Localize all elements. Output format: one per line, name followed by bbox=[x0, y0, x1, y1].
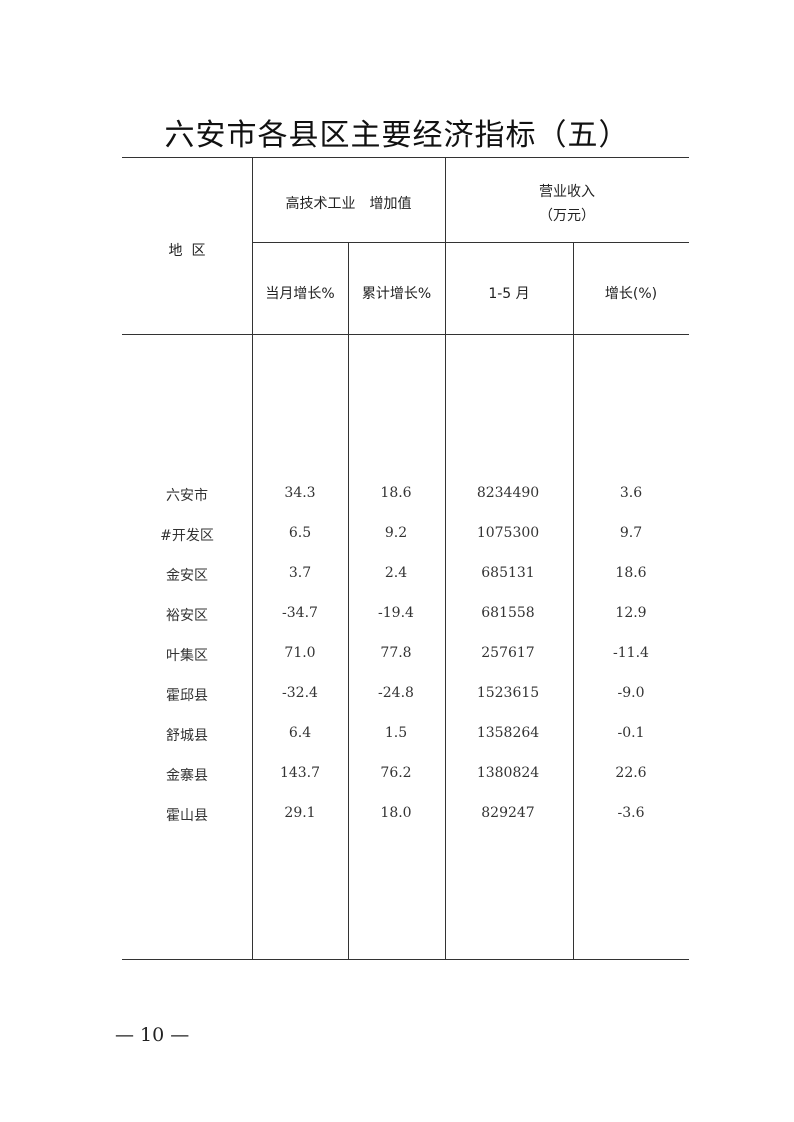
column-divider bbox=[252, 157, 253, 959]
header-monthly-growth: 当月增长% bbox=[265, 286, 335, 302]
cell-growth: -11.4 bbox=[613, 645, 649, 661]
cell-revenue: 681558 bbox=[481, 605, 535, 621]
column-divider bbox=[445, 157, 446, 959]
cell-growth: -3.6 bbox=[617, 805, 645, 821]
cell-monthly: 3.7 bbox=[288, 565, 312, 581]
header-jan-may: 1-5 月 bbox=[488, 286, 530, 302]
cell-monthly: -32.4 bbox=[282, 685, 318, 701]
cell-cumulative: 2.4 bbox=[384, 565, 408, 581]
page-title: 六安市各县区主要经济指标（五） bbox=[164, 118, 630, 153]
cell-growth: 12.9 bbox=[615, 605, 647, 621]
cell-cumulative: 76.2 bbox=[380, 765, 412, 781]
cell-monthly: 34.3 bbox=[284, 485, 316, 501]
cell-monthly: 143.7 bbox=[279, 765, 321, 781]
cell-region: 六安市 bbox=[166, 488, 208, 504]
table-bottom-border bbox=[122, 959, 689, 960]
cell-region: 叶集区 bbox=[166, 648, 208, 664]
cell-revenue: 8234490 bbox=[476, 485, 540, 501]
cell-revenue: 685131 bbox=[481, 565, 535, 581]
cell-cumulative: 1.5 bbox=[384, 725, 408, 741]
cell-cumulative: 77.8 bbox=[380, 645, 412, 661]
header-revenue-line2: （万元） bbox=[539, 208, 595, 224]
cell-revenue: 1523615 bbox=[476, 685, 540, 701]
cell-growth: -9.0 bbox=[617, 685, 645, 701]
cell-cumulative: 18.6 bbox=[380, 485, 412, 501]
cell-monthly: 71.0 bbox=[284, 645, 316, 661]
cell-growth: 9.7 bbox=[619, 525, 643, 541]
cell-monthly: 29.1 bbox=[284, 805, 316, 821]
cell-region: 裕安区 bbox=[166, 608, 208, 624]
cell-region: #开发区 bbox=[160, 528, 214, 544]
cell-revenue: 1075300 bbox=[476, 525, 540, 541]
column-divider bbox=[573, 242, 574, 959]
header-hitech-group: 高技术工业 增加值 bbox=[285, 196, 412, 212]
cell-cumulative: -19.4 bbox=[378, 605, 414, 621]
header-revenue-line1: 营业收入 bbox=[539, 184, 595, 200]
cell-revenue: 1358264 bbox=[476, 725, 540, 741]
cell-growth: 3.6 bbox=[619, 485, 643, 501]
cell-revenue: 257617 bbox=[481, 645, 535, 661]
header-bottom-border bbox=[122, 334, 689, 335]
cell-revenue: 829247 bbox=[481, 805, 535, 821]
cell-monthly: 6.4 bbox=[288, 725, 312, 741]
header-growth: 增长(%) bbox=[604, 286, 658, 302]
cell-growth: 18.6 bbox=[615, 565, 647, 581]
cell-growth: -0.1 bbox=[617, 725, 645, 741]
cell-cumulative: -24.8 bbox=[378, 685, 414, 701]
header-region: 地 区 bbox=[168, 243, 206, 259]
cell-region: 舒城县 bbox=[166, 728, 208, 744]
cell-monthly: 6.5 bbox=[288, 525, 312, 541]
cell-region: 金寨县 bbox=[166, 768, 208, 784]
cell-region: 金安区 bbox=[166, 568, 208, 584]
cell-growth: 22.6 bbox=[615, 765, 647, 781]
header-cumulative-growth: 累计增长% bbox=[361, 286, 432, 302]
header-divider bbox=[252, 242, 689, 243]
page-number: — 10 — bbox=[115, 1024, 190, 1046]
cell-cumulative: 18.0 bbox=[380, 805, 412, 821]
cell-revenue: 1380824 bbox=[476, 765, 540, 781]
column-divider bbox=[348, 242, 349, 959]
cell-region: 霍山县 bbox=[166, 808, 208, 824]
cell-cumulative: 9.2 bbox=[384, 525, 408, 541]
table-top-border bbox=[122, 157, 689, 158]
cell-monthly: -34.7 bbox=[282, 605, 318, 621]
cell-region: 霍邱县 bbox=[166, 688, 208, 704]
